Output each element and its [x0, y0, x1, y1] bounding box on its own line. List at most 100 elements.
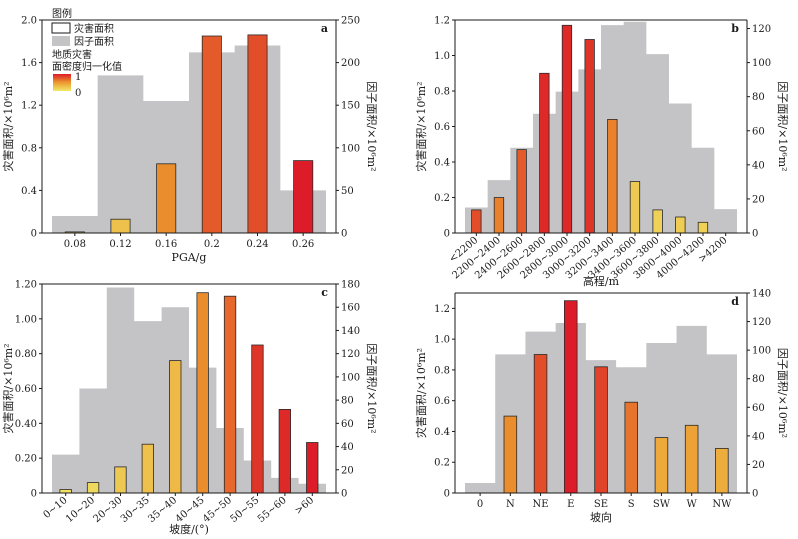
ytick-label-a-0: 0	[31, 229, 37, 240]
y2tick-label-c-1: 20	[341, 465, 354, 476]
y2tick-label-b-2: 40	[752, 160, 765, 171]
ytick-label-d-1: 0.2	[434, 458, 450, 469]
ytick-label-a-5: 2.0	[21, 16, 37, 27]
y2-axis-title-d: 因子面积/×10⁶m²	[776, 348, 789, 438]
colorbar-max-label: 1	[75, 72, 81, 83]
ytick-label-d-0: 0	[444, 489, 450, 500]
y2tick-label-d-2: 40	[752, 431, 765, 442]
panel-letter-c: c	[321, 286, 328, 299]
panel-d: 0 0.2 0.4 0.6 0.8 1.0 1.2 0 20 40 60 80 100 120 140 0 N N…	[414, 289, 789, 525]
y2-axis-title-b: 因子面积/×10⁶m²	[776, 81, 789, 171]
xtick-label-a-2: 0.16	[155, 239, 177, 250]
y2-axis-title-c: 因子面积/×10⁶m²	[365, 343, 378, 433]
ytick-label-c-5: 1.00	[15, 314, 37, 325]
x-axis-title-b: 高程/m	[583, 274, 620, 288]
bar-d-7	[684, 424, 699, 494]
y2-axis-title-a: 因子面积/×10⁶m²	[365, 81, 378, 171]
x-axis-title-d: 坡向	[590, 510, 612, 524]
bar-b-6	[607, 119, 618, 234]
legend-swatch-factor	[52, 36, 70, 46]
panel-a: 0 0.4 0.8 1.2 1.6 2.0 0 50 100 150 200 250 0.08 0.12 0…	[1, 16, 378, 265]
bar-b-9	[675, 216, 686, 234]
xtick-label-c-5: 40~45	[174, 495, 207, 525]
y-axis-title-c: 灾害面积/×10⁶m²	[1, 343, 15, 433]
ytick-label-b-4: 0.8	[434, 87, 450, 98]
bar-a-4	[247, 34, 268, 234]
colorbar-title-line2: 面密度归一化值	[52, 60, 122, 73]
ytick-label-b-0: 0	[444, 229, 450, 240]
xtick-label-a-5: 0.26	[292, 239, 314, 250]
xtick-label-d-4: SE	[594, 499, 608, 510]
ytick-label-c-4: 0.80	[15, 349, 37, 360]
xtick-label-a-0: 0.08	[64, 239, 86, 250]
bar-d-5	[624, 401, 639, 494]
y-axis-title-a: 灾害面积/×10⁶m²	[1, 81, 15, 171]
bar-b-3	[539, 72, 550, 234]
xtick-label-d-2: NE	[533, 499, 549, 510]
ytick-label-b-6: 1.2	[434, 16, 450, 27]
panel-letter-d: d	[731, 295, 739, 308]
xtick-label-c-2: 20~30	[91, 495, 124, 525]
ytick-label-d-5: 1.0	[434, 335, 450, 346]
bar-c-1	[86, 482, 100, 494]
bar-d-8	[715, 447, 729, 494]
bar-d-3	[564, 300, 578, 494]
bar-d-6	[654, 437, 669, 494]
panel-c: 0 0.20 0.40 0.60 0.80 1.00 1.20 0 20 40 60 80 100 120…	[1, 280, 378, 537]
colorbar	[53, 74, 71, 91]
bar-c-5	[196, 292, 209, 494]
bar-b-10	[697, 221, 709, 234]
bar-c-7	[251, 344, 264, 494]
bar-b-0	[471, 209, 482, 234]
bar-d-2	[533, 354, 548, 494]
y2tick-label-d-6: 120	[752, 317, 771, 328]
y2tick-label-d-0: 0	[752, 489, 758, 500]
bar-b-5	[584, 39, 595, 234]
xtick-label-d-3: E	[567, 499, 574, 510]
ytick-label-a-3: 1.2	[21, 101, 37, 112]
y2tick-label-c-2: 40	[341, 442, 354, 453]
ytick-label-b-1: 0.2	[434, 193, 450, 204]
legend-swatch-disaster	[51, 22, 71, 34]
y2tick-label-d-3: 60	[752, 403, 765, 414]
panel-b: 00.20.40.60.81.01.2020406080100120<22002…	[414, 16, 789, 289]
y2tick-label-a-4: 200	[341, 58, 360, 69]
ytick-label-c-6: 1.20	[15, 280, 37, 291]
ytick-label-d-4: 0.8	[434, 365, 450, 376]
bar-d-4	[594, 366, 608, 494]
ytick-label-a-4: 1.6	[21, 58, 37, 69]
bar-b-7	[629, 181, 641, 234]
ytick-label-c-1: 0.20	[15, 454, 37, 465]
panel-letter-a: a	[321, 22, 328, 35]
y2tick-label-c-7: 140	[341, 326, 360, 337]
bar-c-0	[59, 489, 72, 494]
ytick-label-b-2: 0.4	[434, 158, 450, 169]
y2tick-label-c-3: 60	[341, 419, 354, 430]
colorbar-title-line1: 地质灾害	[52, 48, 92, 61]
x-axis-title-a: PGA/g	[172, 251, 207, 264]
y2tick-label-c-6: 120	[341, 349, 360, 360]
ytick-label-c-0: 0	[31, 489, 37, 500]
bar-a-2	[156, 163, 177, 234]
ytick-label-c-2: 0.40	[15, 419, 37, 430]
bar-a-5	[293, 160, 314, 234]
y2tick-label-a-5: 250	[341, 16, 360, 27]
ytick-label-c-3: 0.60	[15, 384, 37, 395]
xtick-label-d-5: S	[628, 499, 635, 510]
y2tick-label-a-2: 100	[341, 143, 360, 154]
legend-label-disaster: 灾害面积	[74, 22, 114, 35]
xtick-label-c-9: >60	[293, 495, 316, 517]
ytick-label-b-5: 1.0	[434, 51, 450, 62]
xtick-label-d-1: N	[506, 499, 515, 510]
xtick-label-d-8: NW	[712, 499, 732, 510]
xtick-label-d-0: 0	[477, 499, 483, 510]
y2tick-label-c-8: 160	[341, 303, 360, 314]
colorbar-min-label: 0	[75, 88, 81, 99]
xtick-label-c-7: 50~55	[228, 495, 261, 525]
xtick-label-c-1: 10~20	[64, 495, 97, 525]
factor-area-b	[465, 21, 737, 234]
y2tick-label-b-3: 60	[752, 126, 765, 137]
xtick-label-d-7: W	[687, 499, 698, 510]
factor-area-c	[52, 287, 326, 493]
